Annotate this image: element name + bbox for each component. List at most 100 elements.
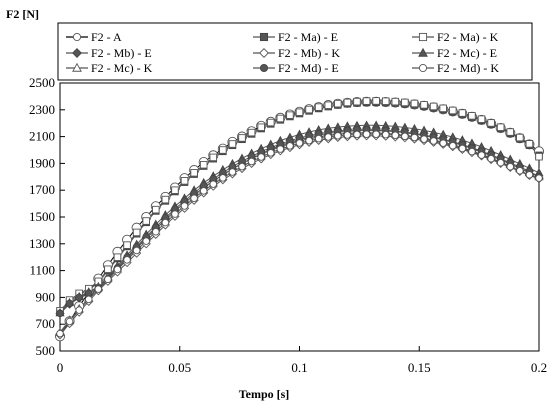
data-point	[295, 108, 304, 116]
legend-label: F2 - A	[91, 30, 122, 44]
data-point	[180, 177, 189, 185]
data-point	[381, 130, 390, 139]
data-point	[477, 151, 486, 159]
series-points	[55, 125, 544, 336]
series-markers	[54, 96, 545, 342]
legend-marker	[418, 32, 428, 42]
data-point	[132, 228, 141, 237]
x-tick-label: 0.1	[291, 360, 307, 375]
data-point	[228, 168, 237, 176]
data-point	[123, 241, 131, 249]
x-tick-label: 0.2	[531, 360, 547, 375]
data-point	[525, 171, 534, 179]
data-point	[247, 157, 256, 166]
data-point	[477, 115, 486, 123]
data-point	[113, 265, 122, 274]
y-tick-label: 1500	[29, 209, 55, 224]
data-point	[75, 293, 83, 302]
data-point	[171, 210, 179, 218]
data-point	[142, 237, 150, 245]
data-point	[391, 131, 400, 140]
data-point	[314, 134, 323, 143]
series-points	[56, 130, 543, 338]
data-point	[439, 104, 447, 113]
legend-label: F2 - Mc) - K	[91, 61, 153, 75]
data-point	[429, 137, 438, 145]
legend-marker	[259, 32, 269, 42]
series-points	[56, 97, 543, 315]
data-point	[468, 112, 476, 120]
y-tick-label: 700	[36, 316, 56, 331]
data-point	[535, 174, 543, 182]
legend-marker	[259, 63, 269, 73]
data-point	[295, 139, 304, 147]
legend-marker	[72, 62, 82, 72]
data-point	[190, 169, 198, 177]
data-point	[94, 285, 103, 293]
data-point	[219, 174, 227, 182]
legend-label: F2 - Mc) - E	[437, 46, 497, 60]
data-point	[439, 139, 447, 147]
data-point	[458, 144, 467, 153]
series-points	[56, 125, 543, 317]
data-point	[247, 128, 256, 137]
y-tick-label: 2500	[29, 75, 55, 90]
data-point	[506, 128, 515, 136]
data-point	[362, 130, 371, 138]
data-point	[362, 97, 371, 105]
data-point	[324, 101, 332, 109]
legend-label: F2 - Mb) - K	[278, 46, 340, 60]
data-point	[56, 309, 64, 317]
legend-marker	[72, 32, 82, 42]
data-point	[75, 306, 83, 314]
data-point	[238, 162, 246, 171]
y-tick-label: 1100	[29, 263, 55, 278]
data-point	[286, 111, 294, 119]
data-point	[314, 103, 323, 111]
data-point	[305, 136, 313, 145]
data-point	[132, 246, 141, 255]
data-point	[334, 99, 342, 108]
data-point	[516, 167, 524, 175]
data-point	[449, 141, 457, 150]
data-point	[516, 133, 524, 142]
data-point	[391, 97, 400, 106]
data-point	[65, 317, 74, 326]
data-point	[372, 97, 380, 105]
x-axis-label: Tempo [s]	[239, 387, 290, 401]
data-point	[420, 101, 428, 109]
data-point	[123, 256, 131, 264]
data-point	[276, 145, 285, 153]
legend: F2 - A F2 - Ma) - E F2 - Ma) - K F2 - Mb) -…	[66, 30, 499, 75]
data-point	[209, 180, 218, 188]
data-point	[161, 195, 170, 204]
data-point	[142, 217, 150, 225]
data-point	[381, 97, 390, 105]
data-point	[190, 194, 198, 202]
series-line	[59, 135, 540, 336]
data-point	[535, 152, 543, 161]
data-point	[257, 123, 265, 131]
data-point	[171, 186, 179, 194]
legend-marker	[418, 63, 428, 73]
y-tick-label: 900	[36, 289, 56, 304]
data-point	[372, 130, 380, 138]
y-tick-label: 500	[36, 343, 56, 358]
data-point	[496, 158, 505, 167]
y-tick-label: 2100	[29, 129, 55, 144]
data-point	[353, 97, 361, 106]
data-point	[238, 134, 246, 142]
data-point	[199, 187, 208, 195]
data-point	[104, 275, 112, 284]
y-tick-label: 1900	[29, 155, 55, 170]
y-axis-label: F2 [N]	[6, 7, 39, 21]
data-point	[343, 131, 352, 139]
x-ticks: 0 0.05 0.1 0.15 0.2	[57, 346, 547, 375]
legend-marker	[259, 48, 269, 58]
series-line	[59, 124, 540, 314]
legend-label: F2 - Ma) - K	[437, 30, 499, 44]
data-point	[276, 114, 285, 123]
data-point	[343, 98, 352, 107]
data-point	[468, 147, 476, 156]
y-tick-label: 2300	[29, 102, 55, 117]
